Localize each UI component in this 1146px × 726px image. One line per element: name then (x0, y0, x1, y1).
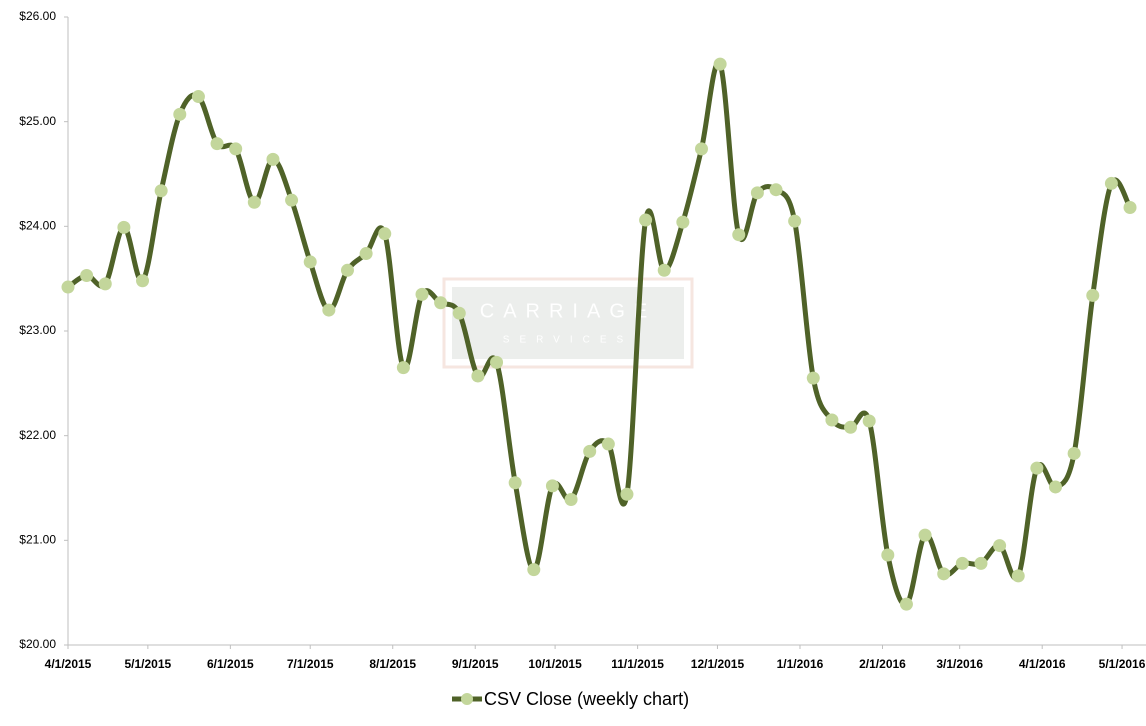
data-point (937, 567, 951, 581)
x-tick-label: 1/1/2016 (777, 657, 824, 671)
watermark-text: CARRIAGE (480, 300, 656, 322)
data-point (80, 269, 94, 283)
x-tick-label: 8/1/2015 (369, 657, 416, 671)
data-point (1086, 288, 1100, 302)
data-point (750, 186, 764, 200)
data-point (1049, 480, 1063, 494)
data-point (61, 280, 75, 294)
y-tick-label: $20.00 (19, 637, 56, 651)
data-point (154, 184, 168, 198)
data-point (322, 303, 336, 317)
x-tick-label: 9/1/2015 (452, 657, 499, 671)
x-tick-label: 6/1/2015 (207, 657, 254, 671)
data-point (136, 274, 150, 288)
data-point (508, 476, 522, 490)
data-point (490, 355, 504, 369)
data-point (415, 287, 429, 301)
data-point (620, 487, 634, 501)
x-tick-label: 11/1/2015 (611, 657, 664, 671)
data-point (583, 444, 597, 458)
data-point (98, 277, 112, 291)
data-point (657, 263, 671, 277)
data-point (955, 556, 969, 570)
data-point (266, 152, 280, 166)
data-point (191, 90, 205, 104)
data-point (918, 528, 932, 542)
legend: CSV Close (weekly chart) (452, 689, 689, 709)
data-point (639, 213, 653, 227)
watermark: CARRIAGE SERVICES (442, 277, 694, 369)
data-point (881, 548, 895, 562)
x-tick-label: 10/1/2015 (528, 657, 582, 671)
y-tick-label: $26.00 (19, 9, 56, 23)
data-point (825, 413, 839, 427)
data-point (396, 361, 410, 375)
y-tick-label: $25.00 (19, 114, 56, 128)
data-point (732, 228, 746, 242)
legend-marker (461, 693, 473, 705)
data-point (1067, 446, 1081, 460)
data-point (788, 214, 802, 228)
data-point (1011, 569, 1025, 583)
watermark-text: SERVICES (503, 335, 633, 346)
data-point (359, 247, 373, 261)
data-point (527, 563, 541, 577)
data-point (229, 142, 243, 156)
x-tick-label: 4/1/2015 (45, 657, 92, 671)
data-point (1104, 176, 1118, 190)
data-point (862, 414, 876, 428)
watermark-frame (442, 277, 694, 369)
x-tick-label: 3/1/2016 (936, 657, 983, 671)
x-tick-label: 12/1/2015 (691, 657, 745, 671)
data-point (694, 142, 708, 156)
y-tick-label: $23.00 (19, 323, 56, 337)
data-point (713, 57, 727, 71)
watermark-box (452, 287, 684, 359)
data-point (247, 195, 261, 209)
data-point (173, 107, 187, 121)
legend-label: CSV Close (weekly chart) (484, 689, 689, 709)
data-point (1030, 461, 1044, 475)
data-point (899, 597, 913, 611)
data-point (452, 306, 466, 320)
data-point (844, 420, 858, 434)
data-point (806, 371, 820, 385)
x-tick-label: 5/1/2015 (124, 657, 171, 671)
x-tick-label: 4/1/2016 (1019, 657, 1066, 671)
data-point (545, 479, 559, 493)
y-tick-label: $24.00 (19, 219, 56, 233)
data-point (378, 227, 392, 241)
data-point (117, 220, 131, 234)
data-point (285, 193, 299, 207)
data-point (564, 493, 578, 507)
data-point (993, 539, 1007, 553)
data-point (340, 263, 354, 277)
x-tick-label: 2/1/2016 (859, 657, 906, 671)
data-point (1123, 200, 1137, 214)
data-point (601, 437, 615, 451)
x-tick-label: 7/1/2015 (287, 657, 334, 671)
data-point (974, 556, 988, 570)
x-tick-label: 5/1/2016 (1099, 657, 1146, 671)
data-point (434, 296, 448, 310)
y-tick-label: $22.00 (19, 428, 56, 442)
data-point (769, 183, 783, 197)
data-point (303, 255, 317, 269)
data-point (210, 137, 224, 151)
y-tick-label: $21.00 (19, 533, 56, 547)
data-point (471, 369, 485, 383)
data-point (676, 215, 690, 229)
